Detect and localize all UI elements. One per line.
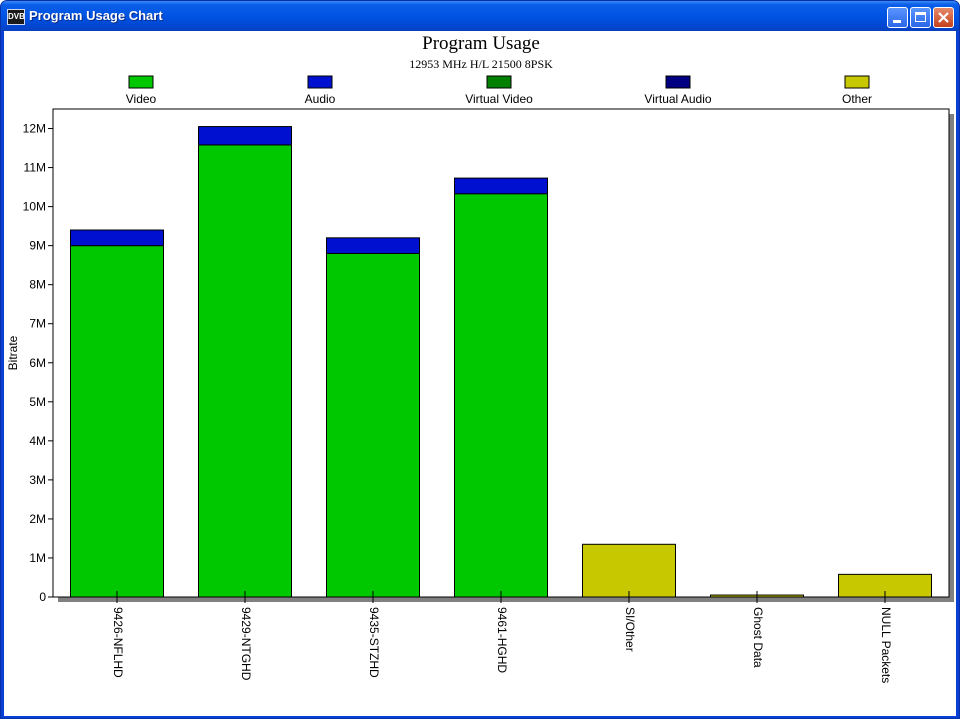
y-tick-label-8: 8M: [29, 278, 46, 292]
x-axis: 9426-NFLHD 9429-NTGHD 9435-STZHD 9461-HGHD S…: [111, 591, 893, 683]
x-tick-label-3: 9461-HGHD: [495, 607, 509, 673]
y-axis: 0 1M 2M 3M 4M 5M 6M 7M 8M 9M 10M 11M 12M: [23, 122, 53, 604]
x-tick-label-0: 9426-NFLHD: [111, 607, 125, 678]
chart-subtitle: 12953 MHz H/L 21500 8PSK: [409, 57, 553, 71]
legend-label-1: Audio: [305, 92, 336, 106]
bar-1-1: [198, 126, 292, 146]
close-icon: [938, 12, 949, 23]
bar-4-4: [582, 543, 676, 598]
y-tick-label-7: 7M: [29, 317, 46, 331]
maximize-button[interactable]: [910, 7, 931, 28]
chart-legend: Video Audio Virtual Video Virtual Audio Othe…: [126, 75, 872, 106]
x-tick-label-4: SI/Other: [623, 607, 637, 652]
bar-group: [70, 126, 932, 598]
bar-0-1: [70, 229, 164, 247]
y-tick-label-1: 1M: [29, 551, 46, 565]
maximize-icon: [915, 12, 926, 22]
legend-label-3: Virtual Audio: [644, 92, 711, 106]
legend-label-0: Video: [126, 92, 157, 106]
y-tick-label-12: 12M: [23, 122, 46, 136]
legend-label-2: Virtual Video: [465, 92, 533, 106]
title-bar[interactable]: DVB Program Usage Chart: [1, 1, 959, 31]
bar-3-1: [454, 177, 548, 195]
legend-swatch-2: [486, 75, 512, 89]
legend-swatch-1: [307, 75, 333, 89]
y-tick-label-0: 0: [39, 590, 46, 604]
y-tick-label-2: 2M: [29, 512, 46, 526]
minimize-button[interactable]: [887, 7, 908, 28]
y-tick-label-4: 4M: [29, 434, 46, 448]
bar-1-0: [198, 144, 292, 598]
legend-swatch-3: [665, 75, 691, 89]
x-tick-label-5: Ghost Data: [751, 607, 765, 668]
y-tick-label-3: 3M: [29, 473, 46, 487]
y-tick-label-6: 6M: [29, 356, 46, 370]
legend-swatch-0: [128, 75, 154, 89]
y-tick-label-11: 11M: [24, 161, 46, 175]
chart-title: Program Usage: [422, 33, 540, 54]
window-title: Program Usage Chart: [29, 8, 163, 23]
bar-2-0: [326, 252, 420, 598]
close-button[interactable]: [933, 7, 954, 28]
y-tick-label-9: 9M: [29, 239, 46, 253]
bar-0-0: [70, 245, 164, 598]
x-tick-label-2: 9435-STZHD: [367, 607, 381, 678]
y-axis-label: Bitrate: [6, 335, 20, 370]
y-tick-label-5: 5M: [29, 395, 46, 409]
bar-3-0: [454, 193, 548, 598]
y-tick-label-10: 10M: [23, 200, 46, 214]
x-tick-label-6: NULL Packets: [879, 607, 893, 683]
minimize-icon: [893, 20, 901, 23]
x-tick-label-1: 9429-NTGHD: [239, 607, 253, 681]
program-usage-chart: Program Usage 12953 MHz H/L 21500 8PSK V…: [6, 33, 954, 683]
dvb-app-icon[interactable]: DVB: [7, 9, 25, 25]
legend-swatch-4: [844, 75, 870, 89]
legend-label-4: Other: [842, 92, 872, 106]
bar-2-1: [326, 237, 420, 254]
chart-client-area: Program Usage 12953 MHz H/L 21500 8PSK V…: [4, 31, 956, 716]
